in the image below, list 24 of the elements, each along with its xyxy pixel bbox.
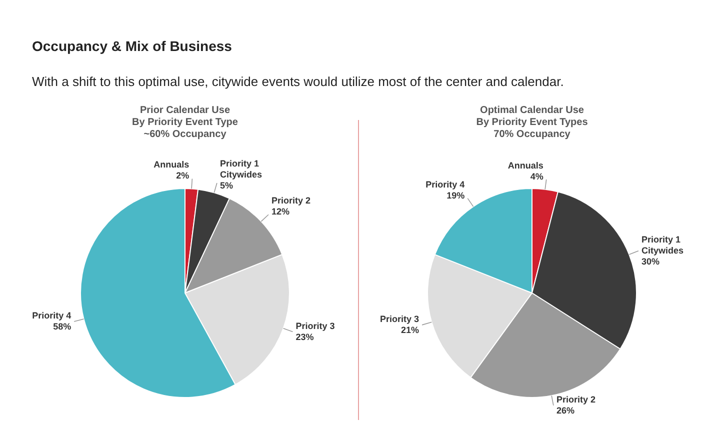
data-label: 26% xyxy=(556,405,574,416)
data-label: 2% xyxy=(176,170,190,181)
data-label: 19% xyxy=(446,190,465,200)
data-label: 4% xyxy=(530,171,544,182)
slice-label: Priority 4 xyxy=(426,179,465,190)
chart-title: Optimal Calendar Use By Priority Event Types 70% Occupancy xyxy=(476,104,588,140)
data-label: 23% xyxy=(296,332,314,342)
chart-title: Prior Calendar Use By Priority Event Type ~60% Occupancy xyxy=(132,104,238,140)
slice-label: Priority 3 xyxy=(296,320,335,331)
data-label: 21% xyxy=(401,324,420,335)
slice-label: Annuals xyxy=(154,160,190,170)
slice-label: Priority 2 xyxy=(556,394,596,404)
data-label: 12% xyxy=(271,206,290,217)
text: With a shift to this optimal use, citywide events would utilize most of the center and calendar. xyxy=(32,74,564,89)
slice-label: Priority 1 Citywides xyxy=(641,234,684,256)
data-label: 30% xyxy=(641,256,660,266)
data-label: 58% xyxy=(53,321,72,332)
slice-label: Priority 4 xyxy=(32,310,72,320)
slice-label: Priority 2 xyxy=(271,196,310,206)
slice-label: Priority 3 xyxy=(380,314,420,324)
data-label: 5% xyxy=(220,180,233,191)
text: Occupancy & Mix of Business xyxy=(32,38,232,54)
slice-label: Annuals xyxy=(508,160,544,170)
slice-label: Priority 1 Citywides xyxy=(220,158,262,180)
